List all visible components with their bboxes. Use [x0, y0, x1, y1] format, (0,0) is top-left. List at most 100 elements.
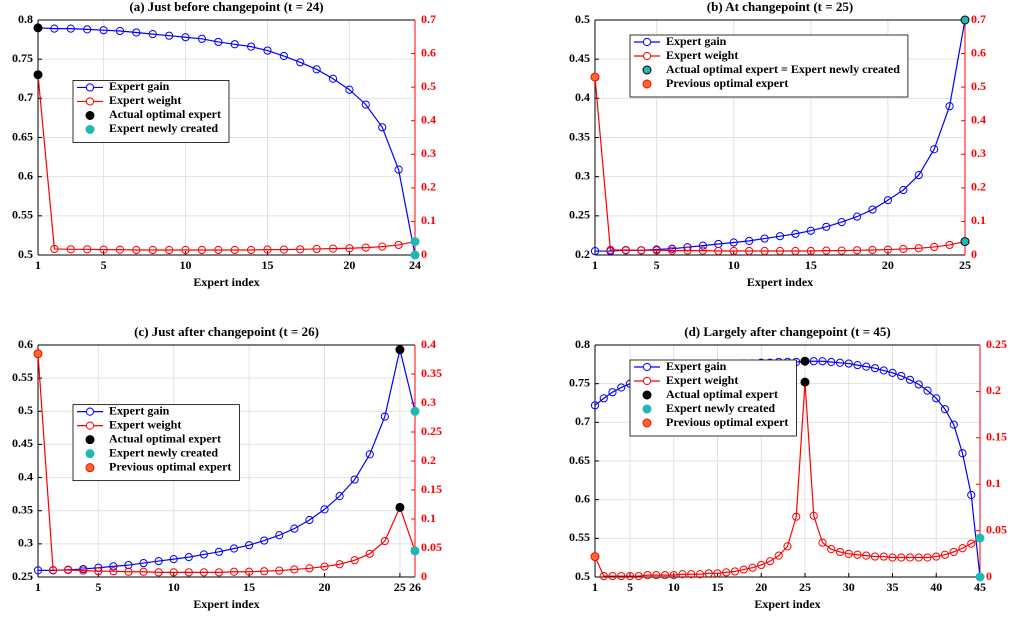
highlight-marker: [410, 406, 420, 416]
series-marker: [99, 245, 108, 254]
series-marker: [792, 512, 801, 521]
legend-marker: [85, 97, 95, 106]
y-tick-label: 0.75: [569, 375, 590, 389]
legend-marker: [642, 376, 652, 386]
series-marker: [637, 246, 646, 255]
x-tick-label: 20: [343, 258, 355, 272]
x-axis-label: Expert index: [747, 275, 813, 289]
series-marker: [197, 34, 207, 43]
series-marker: [361, 243, 370, 252]
series-marker: [852, 246, 862, 255]
series-marker: [199, 568, 208, 577]
series-marker: [260, 567, 269, 576]
series-marker: [940, 550, 950, 559]
series-marker: [783, 542, 792, 551]
legend-marker: [85, 124, 95, 134]
series-marker: [695, 570, 705, 579]
legend-label: Previous optimal expert: [666, 415, 788, 429]
y-tick-label: 0.75: [12, 51, 33, 65]
series-line: [595, 19, 966, 252]
y-tick-label: 0.7: [575, 414, 590, 428]
chart-title: (c) Just after changepoint (t = 26): [134, 324, 319, 339]
series-marker: [745, 246, 754, 256]
series-marker: [181, 245, 190, 255]
series-marker: [361, 100, 370, 109]
series-marker: [809, 511, 818, 520]
x-tick-label: 20: [882, 258, 894, 272]
highlight-marker: [395, 502, 405, 512]
x-tick-label: 1: [35, 580, 41, 594]
y-tick-label: 0.55: [12, 370, 33, 384]
legend-label: Actual optimal expert: [109, 107, 221, 121]
series-marker: [760, 246, 769, 256]
highlight-marker: [395, 345, 405, 355]
series-marker: [862, 551, 871, 560]
series-line: [594, 382, 981, 577]
series-marker: [888, 553, 897, 562]
series-line: [594, 77, 966, 252]
highlight-marker: [590, 72, 600, 82]
series-marker: [50, 244, 59, 254]
legend-marker: [85, 407, 95, 416]
legend-marker: [642, 362, 652, 372]
series-marker: [844, 549, 853, 558]
series-marker: [590, 401, 600, 410]
highlight-marker: [800, 356, 810, 366]
series-marker: [967, 490, 976, 500]
series-marker: [378, 242, 387, 251]
highlight-marker: [410, 237, 420, 247]
y-tick-label: 0.6: [575, 491, 590, 505]
y-tick-label: 0.5: [575, 569, 590, 583]
y-tick-label: 0.8: [575, 337, 590, 351]
series-marker: [870, 552, 880, 561]
series-marker: [958, 449, 967, 458]
series-marker: [394, 240, 403, 250]
series-marker: [169, 555, 178, 564]
series-marker: [678, 570, 687, 579]
series-marker: [818, 357, 827, 366]
x-tick-label: 15: [243, 580, 255, 594]
series-marker: [83, 245, 92, 254]
series-marker: [687, 570, 696, 579]
legend-label: Expert weight: [666, 373, 738, 387]
series-marker: [312, 244, 321, 254]
series-marker: [606, 245, 615, 255]
legend-box: [629, 34, 909, 98]
y2-tick-label: 0.05: [986, 522, 1007, 536]
series-marker: [940, 405, 950, 414]
series-marker: [312, 65, 321, 74]
series-marker: [394, 165, 403, 174]
series-marker: [932, 394, 941, 403]
highlight-marker: [33, 23, 43, 33]
legend-marker: [85, 83, 95, 92]
series-marker: [827, 545, 836, 554]
series-marker: [115, 26, 125, 36]
legend-marker: [85, 110, 95, 120]
y2-tick-label: 0.1: [986, 476, 1001, 490]
series-line: [37, 74, 416, 251]
series-marker: [883, 196, 893, 205]
series-marker: [822, 222, 831, 231]
series-marker: [50, 24, 59, 33]
y2-tick-label: 0.5: [971, 79, 986, 93]
x-tick-label: 10: [168, 580, 180, 594]
series-marker: [775, 246, 785, 256]
series-marker: [870, 364, 880, 373]
series-marker: [667, 246, 677, 255]
series-marker: [335, 492, 344, 501]
legend-box: [72, 404, 240, 482]
series-marker: [714, 246, 723, 256]
series-marker: [945, 240, 954, 250]
series-marker: [945, 102, 954, 111]
series-marker: [139, 567, 148, 576]
series-marker: [296, 245, 305, 254]
y-tick-label: 0.4: [575, 90, 590, 104]
series-marker: [345, 244, 354, 253]
series-marker: [350, 475, 359, 484]
series-marker: [652, 571, 661, 580]
series-marker: [380, 536, 389, 546]
panel: (d) Largely after changepoint (t = 45) Ex…: [569, 324, 1007, 611]
series-marker: [132, 245, 141, 255]
y2-tick-label: 0.3: [421, 395, 436, 409]
